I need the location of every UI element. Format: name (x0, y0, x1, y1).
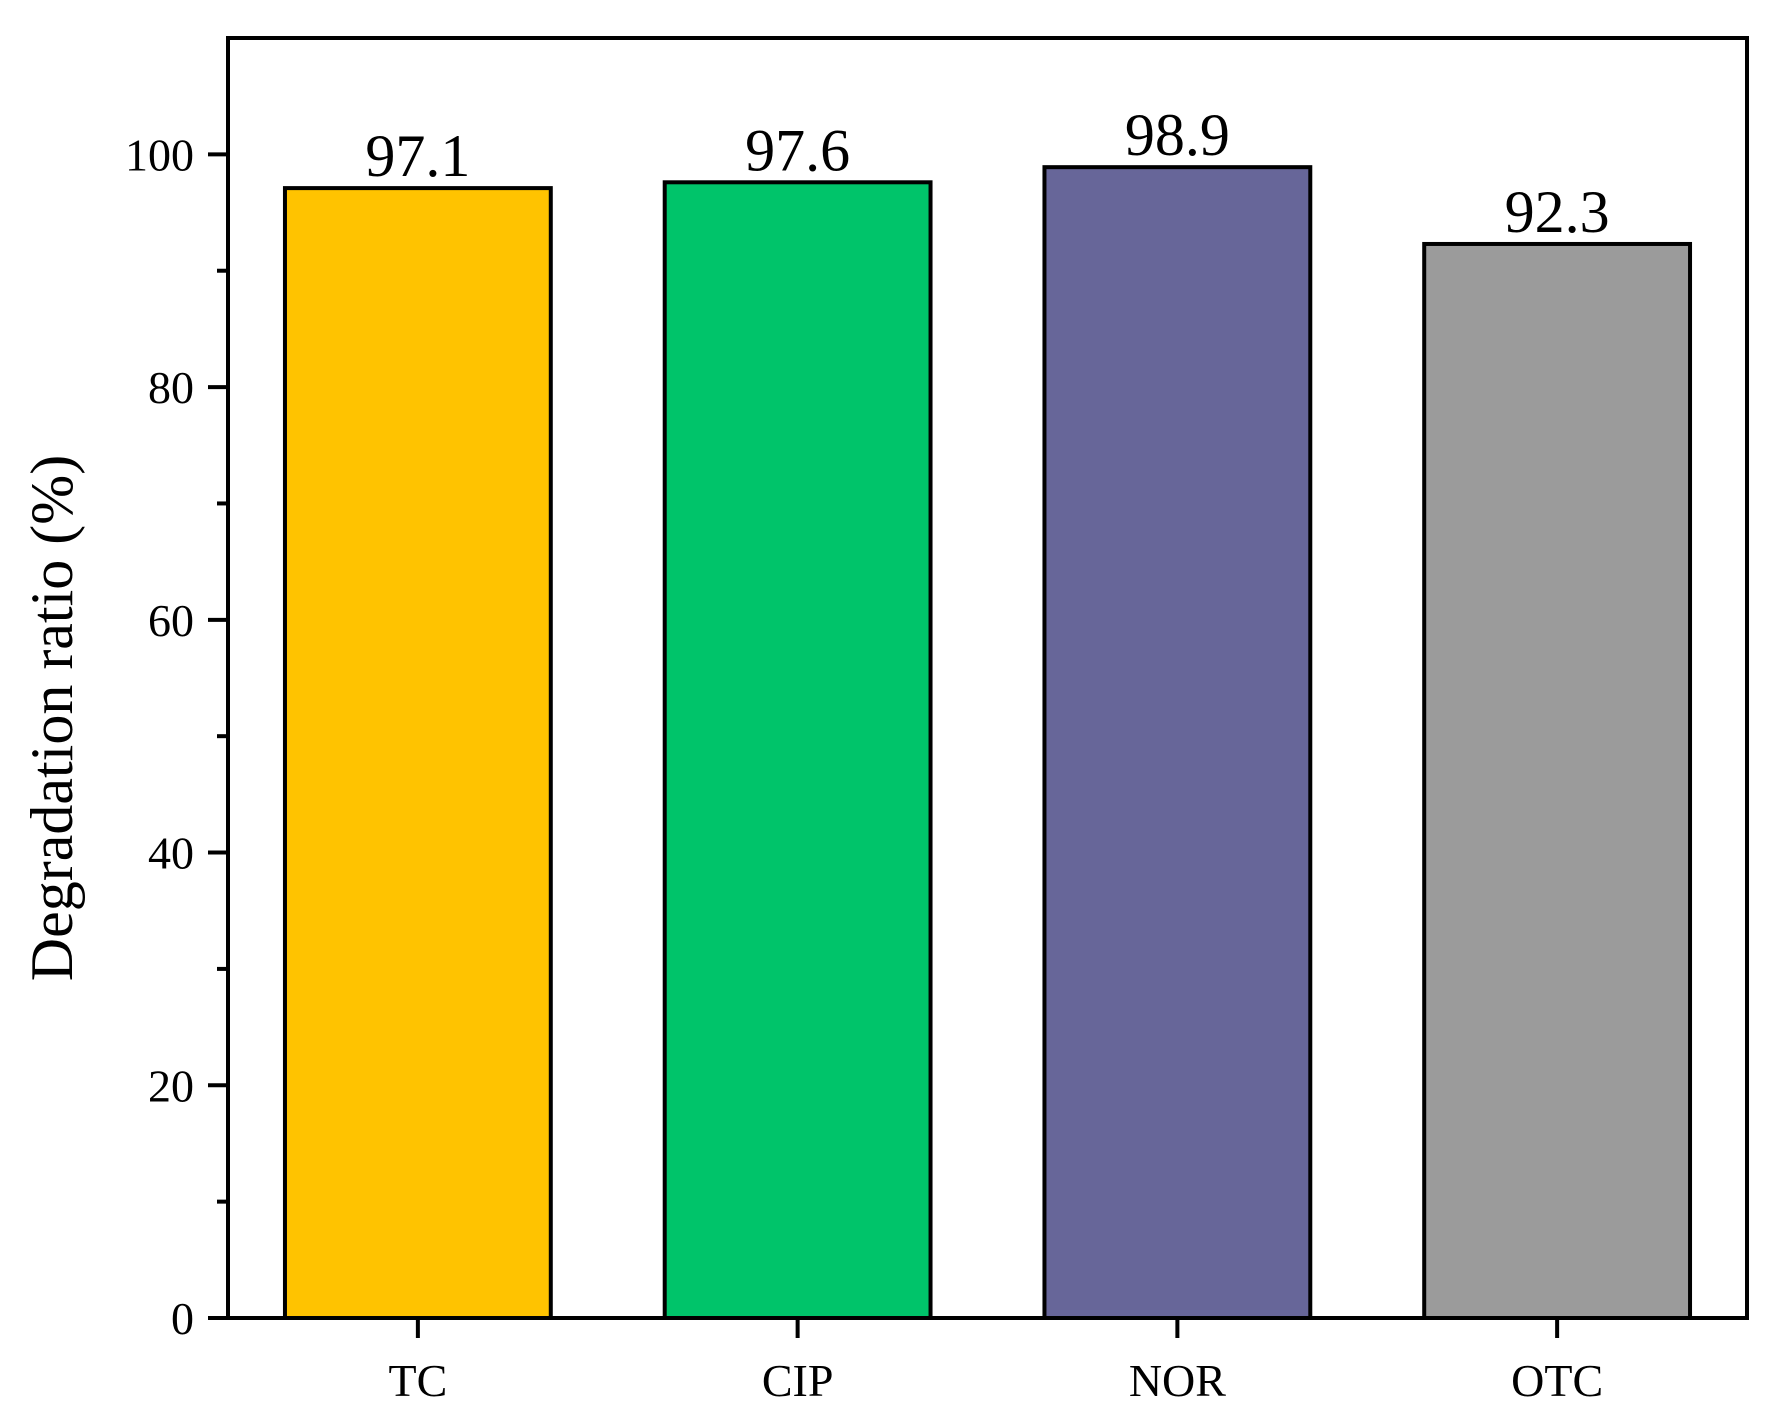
y-tick-label: 0 (171, 1293, 194, 1344)
y-tick-label: 80 (148, 362, 194, 413)
bar-value-labels: 97.1 97.6 98.9 92.3 (365, 102, 1609, 245)
bar-nor (1042, 165, 1313, 1320)
y-tick-label: 20 (148, 1060, 194, 1111)
y-tick-label: 60 (148, 595, 194, 646)
y-tick-label: 40 (148, 828, 194, 879)
y-tick-label: 100 (125, 129, 194, 180)
bar-tc (282, 186, 553, 1320)
x-tick-label-tc: TC (388, 1355, 447, 1406)
bar-otc (1422, 241, 1693, 1321)
bar-value-label-otc: 92.3 (1505, 179, 1610, 245)
x-tick-label-cip: CIP (762, 1355, 834, 1406)
x-axis-ticks: TC CIP NOR OTC (388, 1318, 1603, 1406)
bar-cip (662, 180, 933, 1321)
x-tick-label-nor: NOR (1129, 1355, 1226, 1406)
plot-frame (226, 36, 1749, 1320)
bar-value-label-nor: 98.9 (1125, 102, 1230, 168)
bar-value-label-tc: 97.1 (365, 123, 470, 189)
bars-layer (282, 165, 1693, 1321)
x-tick-label-otc: OTC (1511, 1355, 1603, 1406)
bar-value-label-cip: 97.6 (745, 117, 850, 183)
y-axis-title: Degradation ratio (%) (19, 455, 85, 981)
y-axis-ticks: 0 20 40 60 80 100 (125, 129, 228, 1344)
